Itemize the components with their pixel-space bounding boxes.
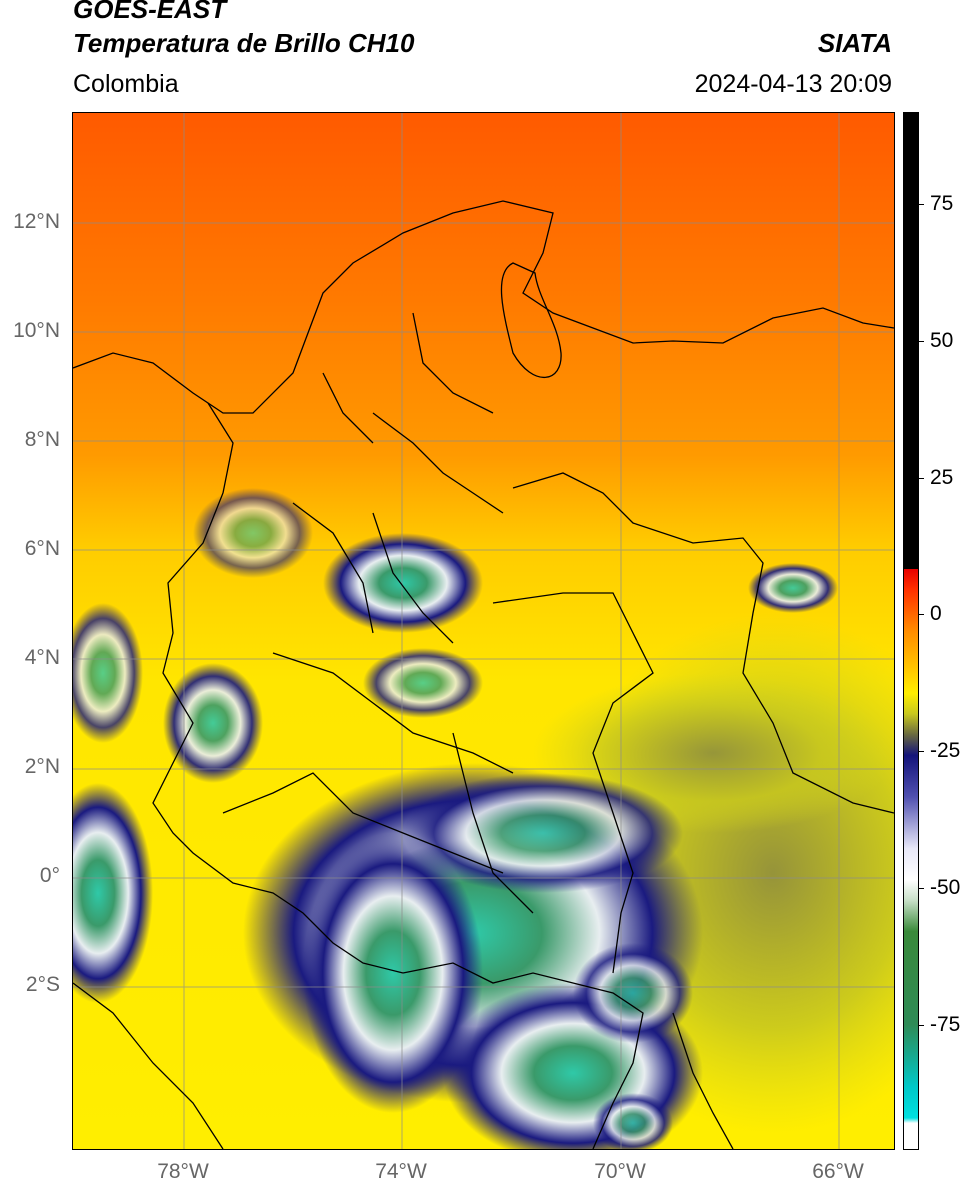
colorbar-label-25: 25 — [930, 466, 954, 489]
lat-label-8n: 8°N — [24, 428, 60, 451]
colorbar-label-75: 75 — [930, 192, 954, 215]
title-line-1: GOES-EAST — [73, 0, 227, 24]
region-label: Colombia — [73, 70, 179, 98]
satellite-map[interactable] — [72, 112, 895, 1150]
colorbar-label-minus50: -50 — [930, 876, 961, 899]
title-line-2: Temperatura de Brillo CH10 — [73, 28, 415, 58]
lon-label-78w: 78°W — [157, 1160, 209, 1183]
lat-label-2n: 2°N — [24, 755, 60, 778]
colorbar-label-50: 50 — [930, 329, 954, 352]
lat-label-10n: 10°N — [13, 319, 60, 342]
colorbar-label-0: 0 — [930, 602, 942, 625]
satellite-imagery — [73, 113, 894, 1149]
colorbar-label-minus75: -75 — [930, 1013, 961, 1036]
lon-label-70w: 70°W — [594, 1160, 646, 1183]
lat-label-6n: 6°N — [24, 537, 60, 560]
lat-label-2s: 2°S — [25, 973, 60, 996]
country-borders — [73, 200, 894, 1149]
lat-label-0: 0° — [39, 864, 60, 887]
lat-label-12n: 12°N — [13, 210, 60, 233]
colorbar-label-minus25: -25 — [930, 739, 961, 762]
organization-label: SIATA — [817, 28, 892, 58]
lon-label-66w: 66°W — [812, 1160, 864, 1183]
temperature-colorbar — [903, 112, 919, 1150]
lat-label-4n: 4°N — [24, 646, 60, 669]
lon-label-74w: 74°W — [375, 1160, 427, 1183]
datetime-label: 2024-04-13 20:09 — [694, 70, 892, 98]
